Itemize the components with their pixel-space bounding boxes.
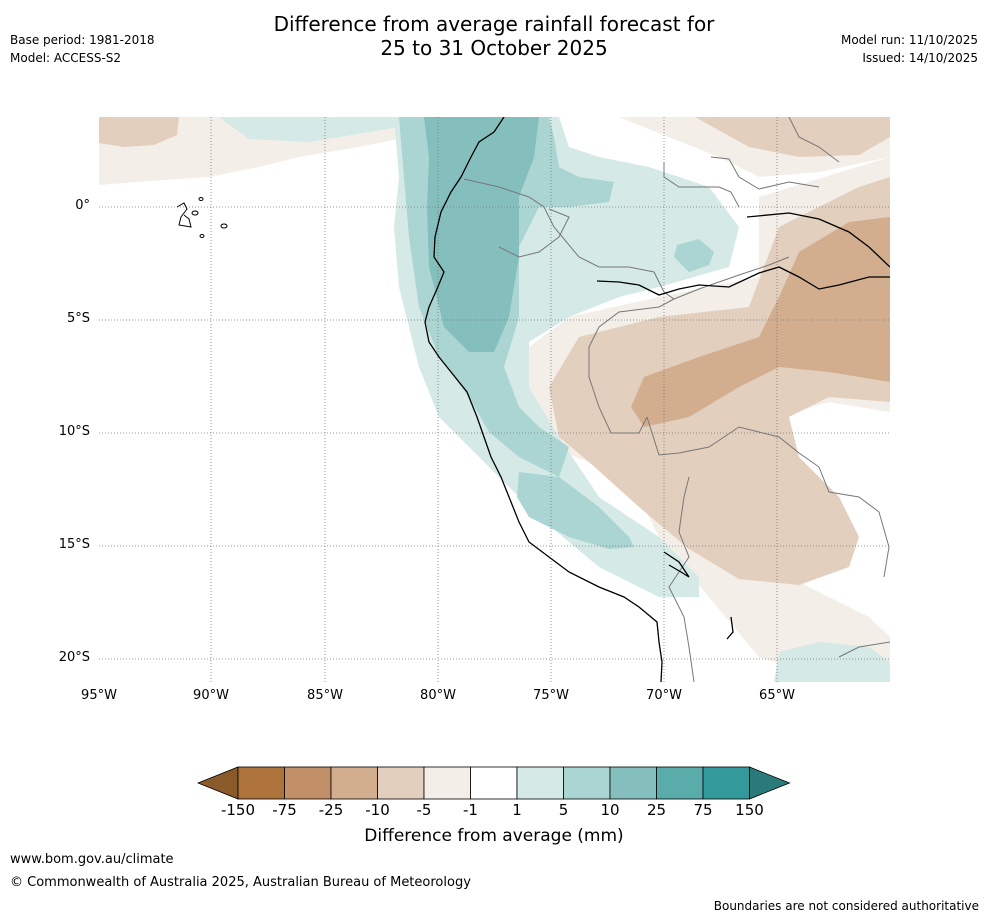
colorbar-labels: -150 -75 -25 -10 -5 -1 1 5 10 25 75 150 [0,801,988,823]
wet-region-inland-mid [674,239,714,272]
footer-copyright: © Commonwealth of Australia 2025, Austra… [10,875,471,890]
lat-label-5s: 5°S [66,311,90,326]
lake-titicaca [663,551,690,578]
meta-right: Model run: 11/10/2025 Issued: 14/10/2025 [841,31,978,67]
colorbar-tick-label: -75 [272,801,297,819]
dry-region-east-dark [631,217,890,427]
island-santa-cruz [191,210,199,216]
river-amazon-north [746,212,890,268]
colorbar-cell [702,766,750,800]
dry-region-northwest-mid [99,117,179,147]
colorbar-tick-label: -5 [416,801,432,819]
colorbar-tick-label: 1 [512,801,522,819]
colorbar-svg [197,766,791,800]
dry-region-southeast-white [847,422,890,445]
lon-label-65w: 65°W [759,688,795,703]
border-peru-brazil [588,298,675,434]
border-peru-bolivia-chile [668,476,695,682]
colorbar-arrow-low [197,766,239,800]
base-period: Base period: 1981-2018 [10,33,155,47]
border-guyana [788,117,840,163]
border-bolivia-brazil-north [646,416,820,468]
colorbar-cells [197,766,791,800]
wet-region-coastal-dark [424,117,539,352]
colorbar-cell [284,766,332,800]
border-colombia-peru [463,178,790,300]
colorbar-tick-label: 75 [693,801,713,819]
colorbar-tick-label: -10 [365,801,390,819]
colorbar-cell [237,766,285,800]
lon-label-75w: 75°W [533,688,569,703]
island-espanola [199,234,205,238]
model-run: Model run: 11/10/2025 [840,33,978,47]
colorbar-tick-label: -150 [220,801,256,819]
model-name: Model: ACCESS-S2 [10,51,122,65]
colorbar-tick-label: 25 [646,801,667,819]
lon-label-70w: 70°W [646,688,682,703]
meta-left: Base period: 1981-2018 Model: ACCESS-S2 [10,31,155,67]
lon-label-80w: 80°W [420,688,456,703]
colorbar-cell [377,766,425,800]
rainfall-map [99,117,890,682]
salt-lake [726,616,734,640]
lat-label-20s: 20°S [58,650,90,665]
wet-region-offshore-mid [517,472,634,549]
lat-label-10s: 10°S [58,424,90,439]
chart-title: Difference from average rainfall forecas… [0,12,988,60]
colorbar-cell [423,766,471,800]
colorbar-title: Difference from average (mm) [364,826,624,846]
title-line-1: Difference from average rainfall forecas… [273,12,715,36]
colorbar-cell [656,766,704,800]
colorbar-cell [470,766,518,800]
colorbar [197,766,793,800]
border-colombia-venezuela [663,162,740,208]
footer-disclaimer: Boundaries are not considered authoritat… [713,899,979,913]
lat-label-0: 0° [75,198,90,213]
map-svg [99,117,890,682]
lon-label-90w: 90°W [193,688,229,703]
lon-label-95w: 95°W [81,688,117,703]
border-ecuador-peru [498,208,570,258]
colorbar-tick-label: 5 [558,801,569,819]
colorbar-cell [516,766,564,800]
galapagos-islands [176,197,228,238]
dry-region-north-mid [695,117,890,157]
island-isabela [176,202,192,228]
colorbar-tick-label: 150 [735,801,764,819]
colorbar-cell [609,766,657,800]
colorbar-tick-label: -25 [318,801,344,819]
country-borders [463,117,890,682]
border-bolivia-brazil-east [818,466,890,578]
coastline-pacific [424,117,663,682]
island-san-cristobal [220,223,228,229]
river-amazon [596,266,890,296]
wet-region-south-light [774,642,890,682]
lat-label-15s: 15°S [58,537,90,552]
lon-label-85w: 85°W [307,688,343,703]
footer-url: www.bom.gov.au/climate [10,852,174,867]
colorbar-tick-label: -1 [463,801,478,819]
colorbar-tick-label: 10 [600,801,620,819]
border-paraguay [838,641,890,658]
colorbar-arrow-high [749,766,791,800]
colorbar-cell [330,766,378,800]
issued-date: Issued: 14/10/2025 [862,51,978,65]
border-venezuela-brazil [710,156,820,190]
coastlines [424,117,890,682]
island-north [198,197,204,201]
graticule [99,117,890,682]
title-line-2: 25 to 31 October 2025 [380,36,608,60]
colorbar-cell [563,766,611,800]
